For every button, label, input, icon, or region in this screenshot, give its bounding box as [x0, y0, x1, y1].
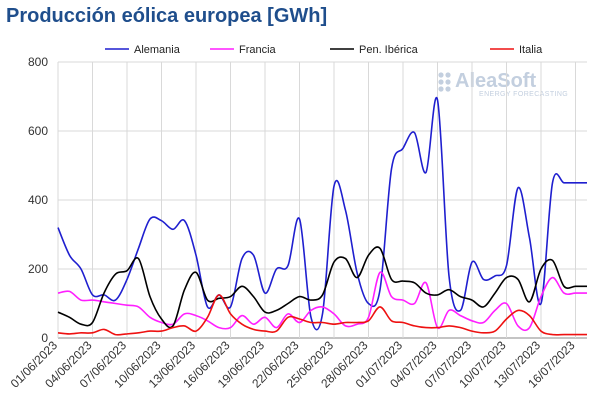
y-axis-ticks: 0 200 400 600 800	[28, 55, 48, 345]
legend-label-italia: Italia	[519, 44, 543, 56]
grid-lines	[57, 61, 587, 339]
y-tick-label: 800	[28, 55, 48, 69]
series-line-alemania	[57, 96, 587, 331]
watermark-brand: AleaSoft	[455, 70, 536, 92]
x-axis-ticks: 01/06/202304/06/202307/06/202310/06/2023…	[8, 338, 578, 391]
y-tick-label: 0	[41, 331, 48, 345]
legend-label-pen-iberica: Pen. Ibérica	[359, 44, 419, 56]
aleasoft-logo-icon	[438, 72, 451, 92]
series-line-italia	[57, 294, 587, 336]
series-line-pen-iberica	[57, 246, 587, 329]
legend-label-francia: Francia	[239, 44, 277, 56]
y-tick-label: 600	[28, 124, 48, 138]
aleasoft-watermark: AleaSoft ENERGY FORECASTING	[438, 70, 568, 98]
y-tick-label: 200	[28, 262, 48, 276]
legend-label-alemania: Alemania	[134, 44, 181, 56]
legend: Alemania Francia Pen. Ibérica Italia	[105, 44, 543, 56]
chart-title: Producción eólica europea [GWh]	[6, 5, 328, 27]
series-lines	[57, 96, 587, 336]
watermark-tagline: ENERGY FORECASTING	[479, 91, 568, 98]
series-line-francia	[57, 271, 587, 332]
y-tick-label: 400	[28, 193, 48, 207]
